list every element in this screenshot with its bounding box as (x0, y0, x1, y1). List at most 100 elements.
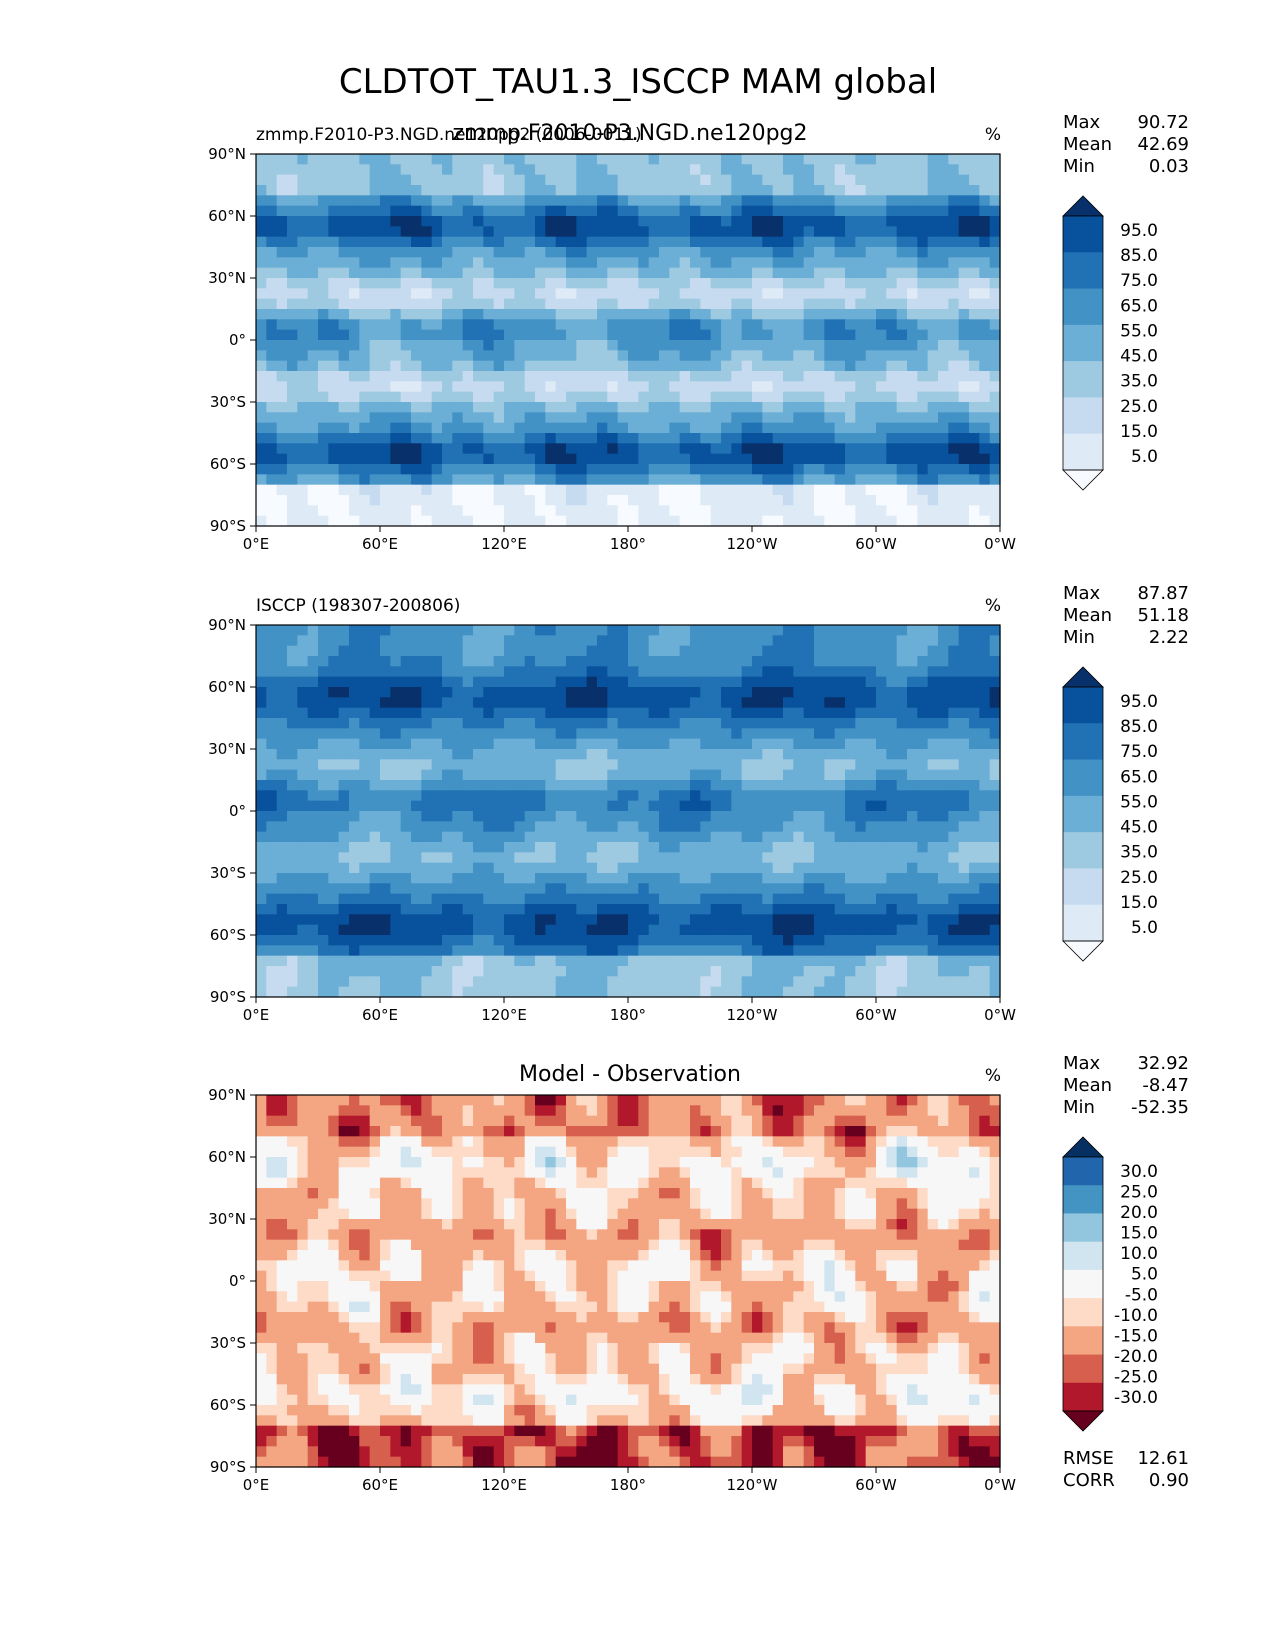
heatmap-cell (865, 412, 877, 424)
heatmap-cell (617, 893, 629, 905)
heatmap-cell (938, 381, 949, 393)
heatmap-cell (731, 433, 743, 444)
panel-units: % (985, 596, 1001, 616)
heatmap-cell (555, 474, 567, 486)
heatmap-cell (679, 852, 691, 864)
heatmap-cell (462, 656, 474, 667)
heatmap-cell (276, 484, 288, 496)
heatmap-cell (607, 800, 619, 812)
heatmap-cell (442, 718, 453, 729)
heatmap-cell (648, 174, 660, 186)
heatmap-cell (865, 174, 877, 186)
heatmap-cell (969, 412, 980, 424)
heatmap-cell (297, 852, 309, 864)
heatmap-cell (328, 645, 340, 657)
heatmap-cell (628, 697, 639, 709)
heatmap-cell (896, 842, 908, 853)
heatmap-cell (380, 371, 391, 382)
heatmap-cell (772, 893, 784, 905)
heatmap-cell (390, 780, 402, 791)
heatmap-cell (886, 893, 898, 905)
heatmap-cell (731, 645, 743, 657)
heatmap-cell (938, 247, 949, 258)
heatmap-cell (607, 433, 619, 444)
heatmap-cell (473, 842, 484, 853)
heatmap-cell (886, 226, 898, 238)
heatmap-cell (566, 676, 577, 688)
heatmap-cell (318, 852, 329, 864)
heatmap-cell (442, 247, 453, 258)
heatmap-cell (772, 769, 784, 781)
heatmap-cell (555, 738, 567, 750)
heatmap-cell (338, 687, 350, 698)
heatmap-cell (369, 945, 381, 957)
heatmap-cell (400, 402, 412, 413)
heatmap-cell (927, 174, 939, 186)
heatmap-cell (318, 288, 329, 300)
heatmap-cell (318, 319, 329, 331)
heatmap-cell (328, 412, 340, 424)
heatmap-cell (576, 914, 588, 926)
heatmap-cell (969, 298, 980, 310)
heatmap-cell (803, 391, 815, 403)
heatmap-cell (287, 780, 298, 791)
heatmap-cell (380, 495, 391, 506)
heatmap-cell (576, 842, 588, 853)
heatmap-cell (256, 811, 267, 822)
heatmap-cell (555, 391, 567, 403)
heatmap-cell (793, 464, 805, 475)
heatmap-cell (338, 319, 350, 331)
heatmap-cell (555, 769, 567, 781)
heatmap-cell (669, 883, 681, 895)
heatmap-cell (927, 697, 939, 709)
heatmap-cell (783, 402, 794, 413)
heatmap-cell (772, 904, 784, 915)
heatmap-cell (338, 883, 350, 895)
heatmap-cell (607, 205, 619, 217)
heatmap-cell (855, 759, 867, 771)
heatmap-cell (442, 769, 453, 781)
heatmap-cell (793, 759, 805, 771)
heatmap-cell (741, 893, 753, 905)
heatmap-cell (462, 935, 474, 946)
heatmap-cell (752, 656, 763, 667)
heatmap-cell (266, 945, 278, 957)
heatmap-cell (772, 257, 784, 269)
heatmap-cell (411, 718, 422, 729)
panel-left-title: zmmp.F2010-P3.NGD.ne120pg2 (0006-0011) (256, 125, 642, 145)
heatmap-cell (948, 625, 960, 636)
heatmap-cell (411, 216, 422, 227)
heatmap-cell (256, 495, 267, 506)
heatmap-cell (524, 955, 536, 967)
heatmap-cell (989, 800, 1001, 812)
heatmap-cell (927, 402, 939, 413)
heatmap-cell (442, 831, 453, 843)
heatmap-cell (741, 278, 753, 289)
heatmap-cell (845, 278, 856, 289)
heatmap-cell (948, 412, 960, 424)
heatmap-cell (338, 484, 350, 496)
heatmap-cell (772, 381, 784, 393)
heatmap-cell (566, 226, 577, 238)
heatmap-cell (555, 625, 567, 636)
heatmap-cell (535, 914, 546, 926)
heatmap-cell (545, 676, 557, 688)
heatmap-cell (504, 924, 515, 936)
heatmap-cell (690, 842, 701, 853)
heatmap-cell (638, 319, 650, 331)
heatmap-cell (287, 883, 298, 895)
heatmap-cell (659, 185, 670, 196)
heatmap-cell (741, 718, 753, 729)
heatmap-cell (762, 185, 774, 196)
heatmap-cell (752, 453, 763, 465)
heatmap-cell (576, 883, 588, 895)
heatmap-cell (390, 769, 402, 781)
heatmap-cell (886, 267, 898, 279)
heatmap-cell (793, 780, 805, 791)
heatmap-cell (969, 945, 980, 957)
heatmap-cell (927, 707, 939, 719)
heatmap-cell (710, 464, 722, 475)
heatmap-cell (917, 402, 929, 413)
heatmap-cell (586, 945, 598, 957)
heatmap-cell (741, 852, 753, 864)
